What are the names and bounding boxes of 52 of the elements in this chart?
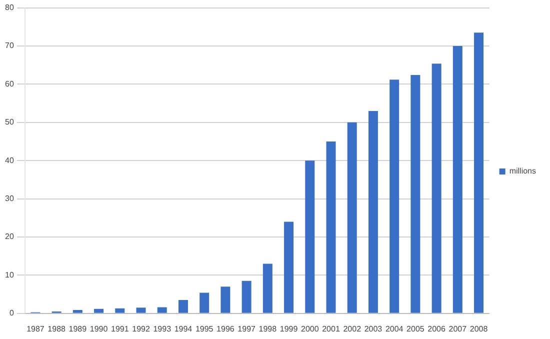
- bar: [305, 160, 315, 313]
- x-tick-label: 2004: [385, 324, 404, 334]
- x-tick-label: 2008: [470, 324, 488, 334]
- x-tick-label: 1987: [26, 324, 45, 334]
- bar: [284, 222, 294, 313]
- bar: [432, 64, 442, 313]
- bar: [262, 264, 272, 313]
- bar: [178, 300, 188, 313]
- bar: [94, 308, 104, 313]
- x-tick-label: 2002: [343, 324, 362, 334]
- bar: [326, 142, 336, 313]
- y-tick-label: 50: [4, 118, 14, 127]
- x-tick-label: 2007: [448, 324, 468, 334]
- x-tick-label: 1998: [258, 324, 278, 334]
- bar: [390, 80, 400, 313]
- y-tick-label: 40: [4, 156, 14, 165]
- x-tick-label: 1991: [110, 324, 130, 334]
- x-tick-label: 1989: [68, 324, 88, 334]
- y-tick-label: 0: [9, 308, 14, 318]
- x-tick-label: 1993: [153, 324, 172, 334]
- x-tick-label: 2003: [364, 324, 383, 334]
- x-tick-label: 2000: [300, 324, 320, 334]
- x-tick-label: 1999: [280, 324, 298, 334]
- bar: [220, 286, 230, 313]
- bar: [157, 307, 167, 313]
- bar: [242, 280, 252, 313]
- y-tick-label: 80: [4, 3, 14, 12]
- bar: [200, 292, 210, 313]
- bar: [72, 310, 82, 313]
- x-tick-label: 1988: [48, 324, 66, 334]
- bar: [136, 308, 146, 313]
- y-tick-label: 30: [4, 194, 14, 204]
- bar: [115, 308, 125, 313]
- x-tick-label: 1990: [90, 324, 108, 334]
- y-tick-label: 20: [4, 232, 14, 242]
- y-tick-label: 70: [4, 41, 14, 50]
- x-tick-label: 1992: [132, 324, 150, 334]
- x-tick-label: 2006: [428, 324, 446, 334]
- x-tick-label: 1994: [174, 324, 193, 334]
- bar: [347, 122, 357, 313]
- x-tick-label: 2005: [406, 324, 425, 334]
- x-tick-label: 1997: [238, 324, 256, 334]
- y-tick-label: 10: [4, 270, 14, 280]
- x-tick-label: 2001: [322, 324, 340, 334]
- legend-label: millions: [509, 166, 536, 176]
- bar: [368, 110, 378, 313]
- x-tick-label: 1996: [216, 324, 235, 334]
- bar: [452, 46, 462, 313]
- x-tick-label: 1995: [195, 324, 214, 334]
- y-tick-label: 60: [4, 79, 14, 88]
- bar: [474, 32, 484, 313]
- bar: [410, 75, 420, 313]
